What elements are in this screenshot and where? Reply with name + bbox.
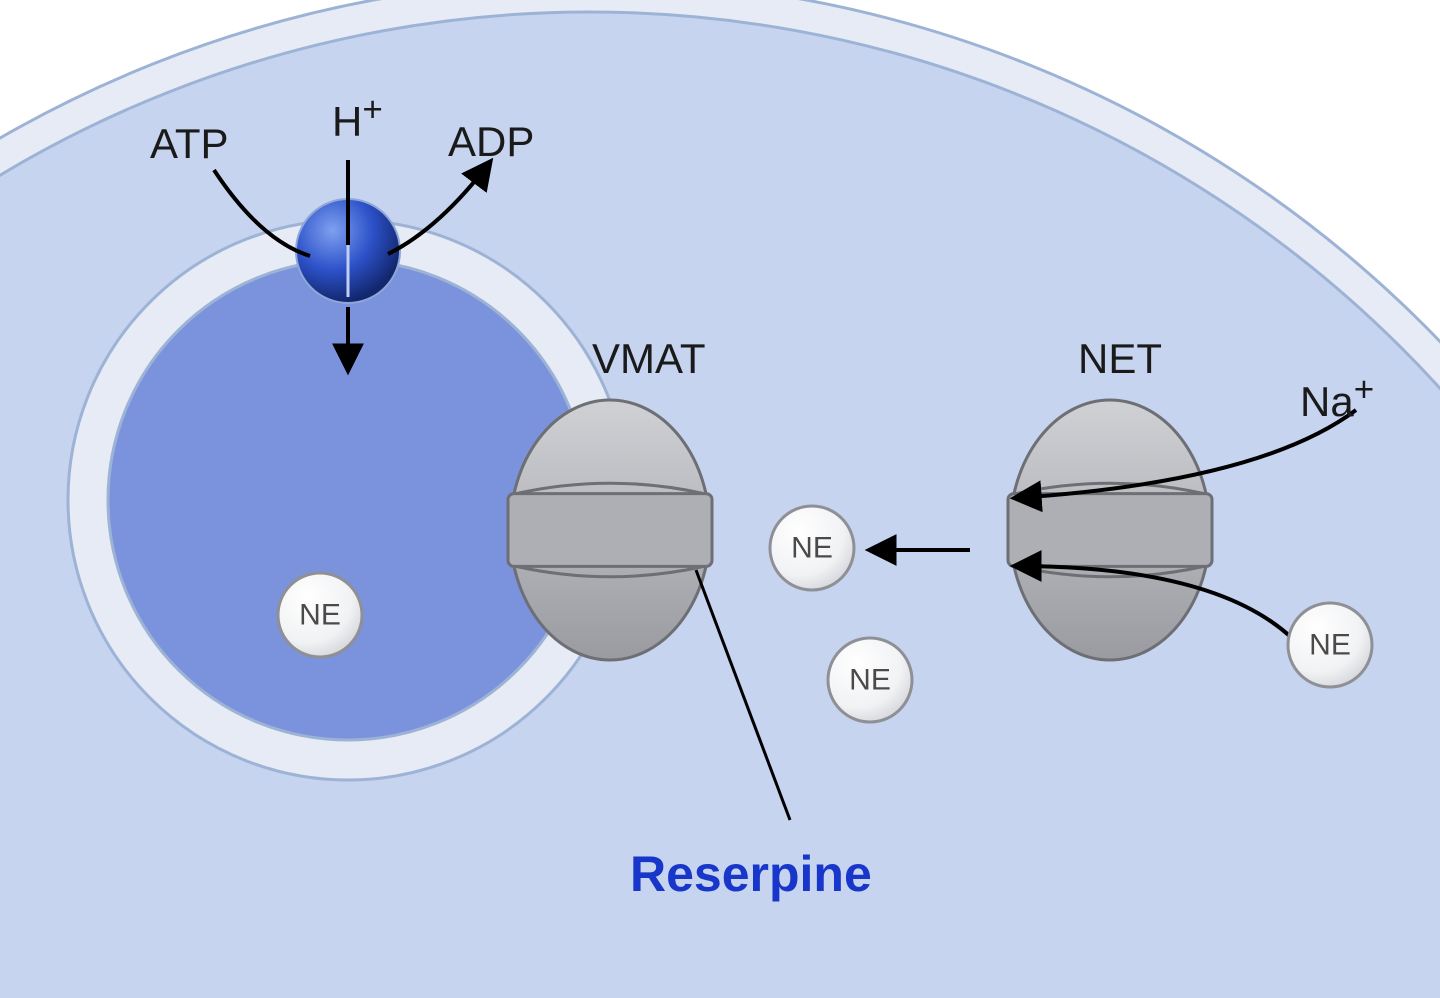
ne-text: NE <box>849 664 891 697</box>
net-label: NET <box>1078 335 1162 383</box>
na-plus-label: Na+ <box>1300 370 1374 426</box>
adp-label: ADP <box>448 118 534 166</box>
ne-extracell: NE <box>1288 603 1372 687</box>
net-transporter <box>1008 400 1212 660</box>
vmat-transporter <box>508 400 712 660</box>
reserpine-label: Reserpine <box>630 845 872 903</box>
h-sup: + <box>362 90 382 129</box>
atp-label: ATP <box>150 120 229 168</box>
ne-cytosol-2: NE <box>828 638 912 722</box>
vmat-label: VMAT <box>592 335 706 383</box>
na-text: Na <box>1300 378 1354 425</box>
h-plus-label: H+ <box>332 90 383 146</box>
ne-in-vesicle: NE <box>278 573 362 657</box>
diagram-stage: NENENENE ATP H+ ADP VMAT NET Na+ Reserpi… <box>0 0 1440 998</box>
na-sup: + <box>1354 370 1374 409</box>
ne-cytosol-1: NE <box>770 506 854 590</box>
ne-text: NE <box>299 599 341 632</box>
ne-text: NE <box>791 532 833 565</box>
h-text: H <box>332 98 362 145</box>
ne-text: NE <box>1309 629 1351 662</box>
